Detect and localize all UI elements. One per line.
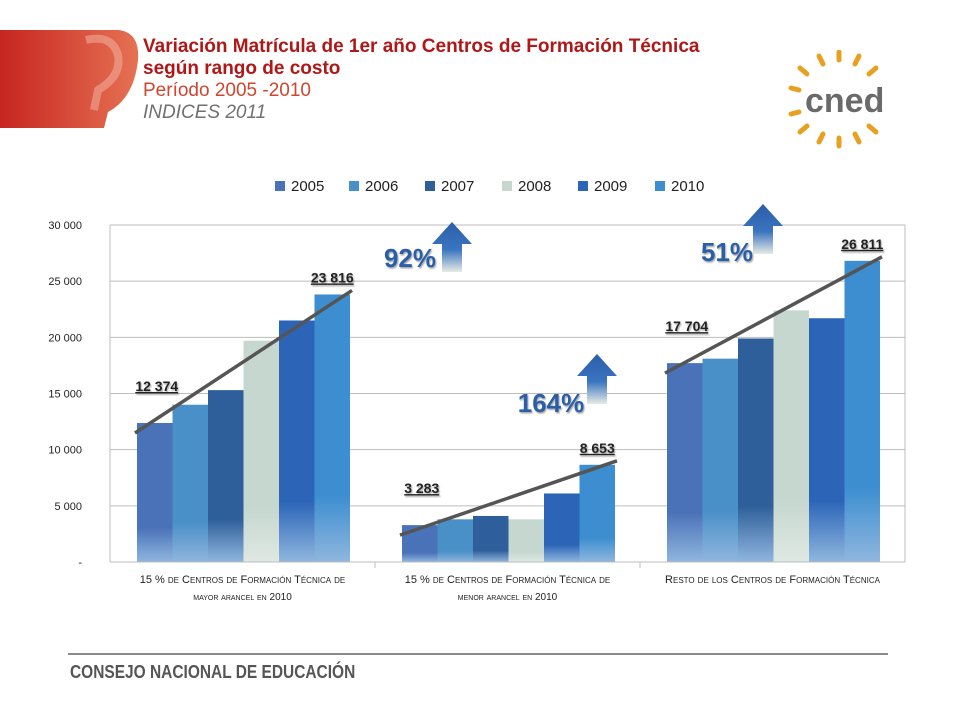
data-label: 3 283 [404,480,439,496]
bar-2005 [667,363,703,562]
y-tick-label: 15 000 [48,389,82,401]
bar-2005 [402,525,438,562]
legend-swatch [425,181,435,191]
sun-rays-icon [788,50,879,149]
title-line-2: según rango de costo [143,58,341,79]
bar-2007 [738,338,774,562]
y-tick-label: 30 000 [48,220,82,232]
up-arrow-icon [577,354,617,404]
data-label: 26 811 [841,236,883,252]
data-label: 17 704 [665,318,708,334]
category-label: mayor arancel en 2010 [193,592,292,603]
legend-swatch [578,181,588,191]
trend-line [664,255,883,375]
data-label: 12 374 [135,378,178,394]
legend-label: 2007 [441,178,474,195]
legend-label: 2005 [291,178,324,195]
bar-2005 [137,422,173,562]
legend-swatch [349,181,359,191]
bar-2010 [579,464,615,562]
category-label: menor arancel en 2010 [458,592,558,603]
bar-2006 [437,519,473,562]
y-tick-label: - [78,557,82,569]
up-arrow-icon [432,222,472,272]
bar-2007 [473,515,509,562]
y-tick-label: 25 000 [48,276,82,288]
bar-2010 [314,294,350,562]
period-label: Período 2005 -2010 [143,80,311,101]
footer-organization: CONSEJO NACIONAL DE EDUCACIÓN [70,662,356,682]
bar-2008 [773,310,809,562]
data-label: 8 653 [580,440,615,456]
category-label: 15 % de Centros de Formación Técnica de [140,574,346,586]
y-tick-label: 10 000 [48,445,82,457]
data-label: 23 816 [311,269,354,285]
category-label: 15 % de Centros de Formación Técnica de [405,574,611,586]
y-tick-label: 20 000 [48,332,82,344]
bar-2009 [544,493,580,562]
growth-percent-label: 51% [701,237,753,267]
legend-label: 2008 [518,178,551,195]
category-label: Resto de los Centros de Formación Técnic… [665,574,881,586]
decorative-question-mark [0,30,139,128]
cned-logo: cned [788,50,884,149]
y-tick-label: 5 000 [54,501,82,513]
growth-percent-label: 92% [384,243,436,273]
bar-2006 [702,358,738,562]
up-arrow-icon [743,204,783,254]
legend-label: 2009 [594,178,627,195]
legend-label: 2006 [365,178,398,195]
bar-2010 [844,260,880,562]
trend-line [134,289,353,435]
bar-2009 [809,318,845,562]
legend-label: 2010 [671,178,704,195]
legend-swatch [502,181,512,191]
growth-percent-label: 164% [518,388,585,418]
subtitle-label: INDICES 2011 [143,102,267,123]
title-block: Variación Matrícula de 1er año Centros d… [143,36,699,124]
bar-2006 [172,404,208,562]
legend-swatch [655,181,665,191]
legend-swatch [275,181,285,191]
bar-2009 [279,320,315,562]
trend-line [399,459,618,537]
bar-2008 [243,340,279,562]
bar-2008 [508,519,544,562]
logo-text: cned [805,82,884,120]
title-line-1: Variación Matrícula de 1er año Centros d… [143,36,700,57]
bar-2007 [208,390,244,562]
footer-divider [68,653,888,655]
